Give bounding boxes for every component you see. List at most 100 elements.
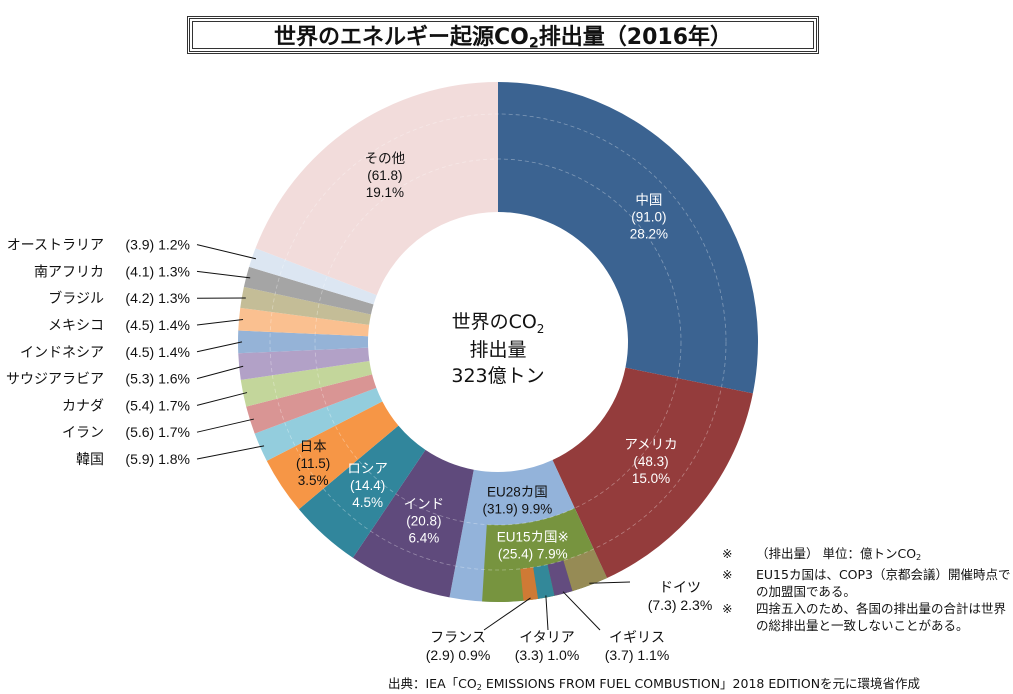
label-percent: 15.0% — [632, 471, 670, 486]
slice-germany — [563, 548, 608, 592]
notes: ※ （排出量） 単位：億トンCO2 ※ EU15カ国は、COP3（京都会議）開催… — [722, 545, 1012, 634]
leader-line — [196, 365, 244, 380]
slice-8 — [240, 360, 373, 407]
outside-label-value: (3.3) 1.0% — [515, 647, 580, 663]
outside-label-name: メキシコ — [48, 317, 104, 333]
slices-group — [238, 82, 758, 602]
slice-13 — [243, 266, 374, 315]
leader-line — [196, 319, 244, 326]
slice-1 — [552, 367, 753, 579]
note-rounding: ※ 四捨五入のため、各国の排出量の合計は世界の総排出量と一致しないことがある。 — [722, 600, 1012, 634]
slice-14 — [249, 248, 377, 305]
label-value: (14.4) — [350, 478, 385, 493]
slice-5 — [266, 401, 399, 510]
outside-label-name: フランス — [430, 629, 486, 645]
outside-label-name: イラン — [62, 424, 104, 440]
leader-line — [545, 595, 549, 631]
slice-0 — [498, 82, 758, 394]
outside-label-value: (5.6) 1.7% — [125, 424, 190, 440]
label-name: 日本 — [300, 439, 327, 454]
slice-italy — [533, 564, 555, 599]
label-name: その他 — [365, 151, 406, 166]
label-percent: 4.5% — [352, 495, 383, 510]
label-value: (48.3) — [633, 454, 668, 469]
outside-label-value: (5.9) 1.8% — [125, 451, 190, 467]
label-value: (91.0) — [631, 209, 666, 224]
outside-label-name: オーストラリア — [7, 237, 104, 253]
note-text: （排出量） 単位：億トンCO2 — [756, 546, 922, 563]
center-line-2: 排出量 — [469, 339, 526, 361]
note-text: 四捨五入のため、各国の排出量の合計は世界の総排出量と一致しないことがある。 — [756, 601, 1007, 634]
label-percent: 19.1% — [366, 185, 404, 200]
chart-title: 世界のエネルギー起源CO2排出量（2016年） — [273, 24, 733, 52]
label-percent: 3.5% — [298, 473, 329, 488]
leader-line — [483, 597, 531, 631]
outside-label-name: ドイツ — [659, 579, 701, 595]
center-line-3: 323億トン — [451, 365, 544, 387]
label-eu28-name: EU28カ国 — [487, 484, 548, 499]
note-mark: ※ — [722, 567, 733, 583]
label-name: 中国 — [635, 192, 662, 207]
center-label: 世界のCO2 排出量 323億トン — [451, 311, 544, 387]
note-mark: ※ — [722, 546, 733, 561]
slice-france — [520, 567, 539, 601]
slice-uk — [547, 560, 573, 596]
leader-line — [589, 581, 631, 584]
note-mark: ※ — [722, 601, 733, 617]
leader-lines-group — [196, 244, 631, 631]
ring-guide — [269, 113, 727, 571]
label-eu15-value: (25.4) 7.9% — [498, 547, 568, 562]
label-value: (61.8) — [367, 168, 402, 183]
slice-3 — [352, 449, 474, 598]
slice-11 — [238, 307, 370, 337]
outside-label-name: イタリア — [519, 629, 574, 645]
slice-4 — [298, 425, 426, 558]
note-text: EU15カ国は、COP3（京都会議）開催時点での加盟国である。 — [756, 567, 1011, 600]
outside-label-value: (4.5) 1.4% — [125, 317, 190, 333]
slice-12 — [240, 286, 371, 325]
slice-9 — [238, 347, 370, 380]
leader-line — [196, 341, 243, 353]
label-value: (11.5) — [296, 456, 330, 471]
label-eu15-name: EU15カ国※ — [497, 530, 569, 545]
outside-label-value: (3.7) 1.1% — [605, 647, 670, 663]
outside-label-name: カナダ — [62, 397, 104, 413]
outside-label-name: イギリス — [609, 629, 665, 645]
slice-7 — [246, 374, 377, 434]
outside-label-name: 南アフリカ — [34, 263, 104, 279]
label-eu28-value: (31.9) 9.9% — [482, 501, 552, 516]
outside-label-value: (3.9) 1.2% — [125, 237, 190, 253]
chart-title-box: 世界のエネルギー起源CO2排出量（2016年） — [187, 16, 819, 54]
slice-10 — [238, 330, 369, 354]
label-percent: 28.2% — [630, 226, 668, 241]
slice-15 — [255, 82, 498, 296]
outside-label-name: インドネシア — [20, 344, 104, 360]
leader-line — [196, 445, 265, 460]
outside-label-value: (5.4) 1.7% — [125, 397, 190, 413]
outside-label-value: (4.1) 1.3% — [125, 263, 190, 279]
slice-6 — [254, 387, 383, 461]
leader-line — [196, 270, 251, 279]
outside-label-value: (7.3) 2.3% — [648, 597, 713, 613]
label-name: インド — [404, 496, 445, 511]
note-unit: ※ （排出量） 単位：億トンCO2 — [722, 545, 1012, 566]
label-name: ロシア — [347, 461, 388, 476]
outside-label-name: サウジアラビア — [6, 371, 104, 387]
center-line-1: 世界のCO2 — [452, 311, 545, 336]
label-name: アメリカ — [624, 437, 677, 452]
leader-line — [196, 392, 248, 406]
ring-guide — [314, 158, 682, 526]
leader-line — [562, 591, 601, 631]
ring-guides-group — [269, 113, 727, 571]
note-eu15: ※ EU15カ国は、COP3（京都会議）開催時点での加盟国である。 — [722, 566, 1012, 600]
outside-label-value: (4.5) 1.4% — [125, 344, 190, 360]
labels-group: 中国 (91.0) 28.2% アメリカ (48.3) 15.0% EU28カ国 (31.9)… — [6, 151, 712, 663]
label-value: (20.8) — [406, 513, 441, 528]
outside-label-name: 韓国 — [76, 451, 104, 467]
label-percent: 6.4% — [408, 530, 439, 545]
leader-line — [196, 418, 254, 433]
outside-label-value: (2.9) 0.9% — [426, 647, 491, 663]
outside-label-value: (5.3) 1.6% — [125, 371, 190, 387]
leader-line — [196, 244, 257, 260]
